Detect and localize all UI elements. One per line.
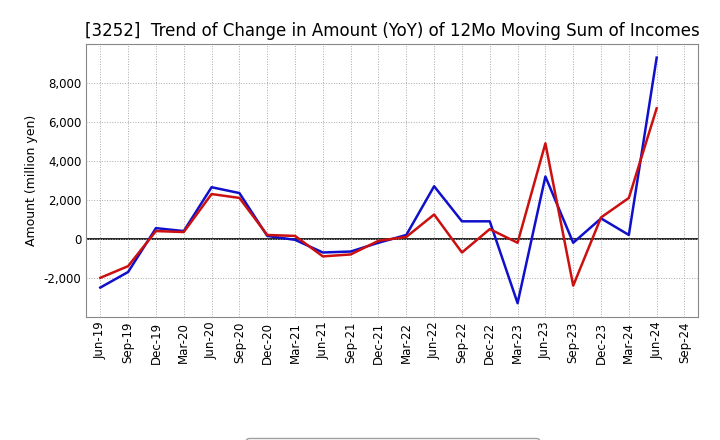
Ordinary Income <box>458 219 467 224</box>
Ordinary Income <box>374 240 383 246</box>
Net Income <box>485 227 494 232</box>
Ordinary Income <box>291 237 300 242</box>
Net Income <box>374 238 383 243</box>
Ordinary Income <box>263 233 271 238</box>
Ordinary Income <box>485 219 494 224</box>
Ordinary Income <box>597 216 606 221</box>
Net Income <box>96 275 104 280</box>
Net Income <box>597 215 606 220</box>
Net Income <box>652 106 661 111</box>
Ordinary Income <box>346 249 355 254</box>
Ordinary Income <box>402 232 410 238</box>
Net Income <box>207 191 216 197</box>
Net Income <box>569 283 577 288</box>
Legend: Ordinary Income, Net Income: Ordinary Income, Net Income <box>246 438 539 440</box>
Ordinary Income <box>513 301 522 306</box>
Net Income <box>541 141 550 146</box>
Net Income <box>346 252 355 257</box>
Ordinary Income <box>652 55 661 60</box>
Y-axis label: Amount (million yen): Amount (million yen) <box>25 115 38 246</box>
Net Income <box>430 212 438 217</box>
Net Income <box>402 234 410 239</box>
Title: [3252]  Trend of Change in Amount (YoY) of 12Mo Moving Sum of Incomes: [3252] Trend of Change in Amount (YoY) o… <box>85 22 700 40</box>
Net Income <box>235 195 243 201</box>
Net Income <box>513 240 522 246</box>
Line: Ordinary Income: Ordinary Income <box>100 58 657 303</box>
Ordinary Income <box>318 250 327 255</box>
Ordinary Income <box>124 269 132 275</box>
Net Income <box>318 254 327 259</box>
Ordinary Income <box>624 232 633 238</box>
Line: Net Income: Net Income <box>100 108 657 286</box>
Net Income <box>152 228 161 234</box>
Net Income <box>624 195 633 201</box>
Ordinary Income <box>569 240 577 246</box>
Net Income <box>458 250 467 255</box>
Net Income <box>124 264 132 269</box>
Ordinary Income <box>207 185 216 190</box>
Ordinary Income <box>152 225 161 231</box>
Net Income <box>179 229 188 235</box>
Net Income <box>263 232 271 238</box>
Ordinary Income <box>96 285 104 290</box>
Ordinary Income <box>541 174 550 179</box>
Ordinary Income <box>430 183 438 189</box>
Ordinary Income <box>179 228 188 234</box>
Net Income <box>291 233 300 238</box>
Ordinary Income <box>235 191 243 196</box>
